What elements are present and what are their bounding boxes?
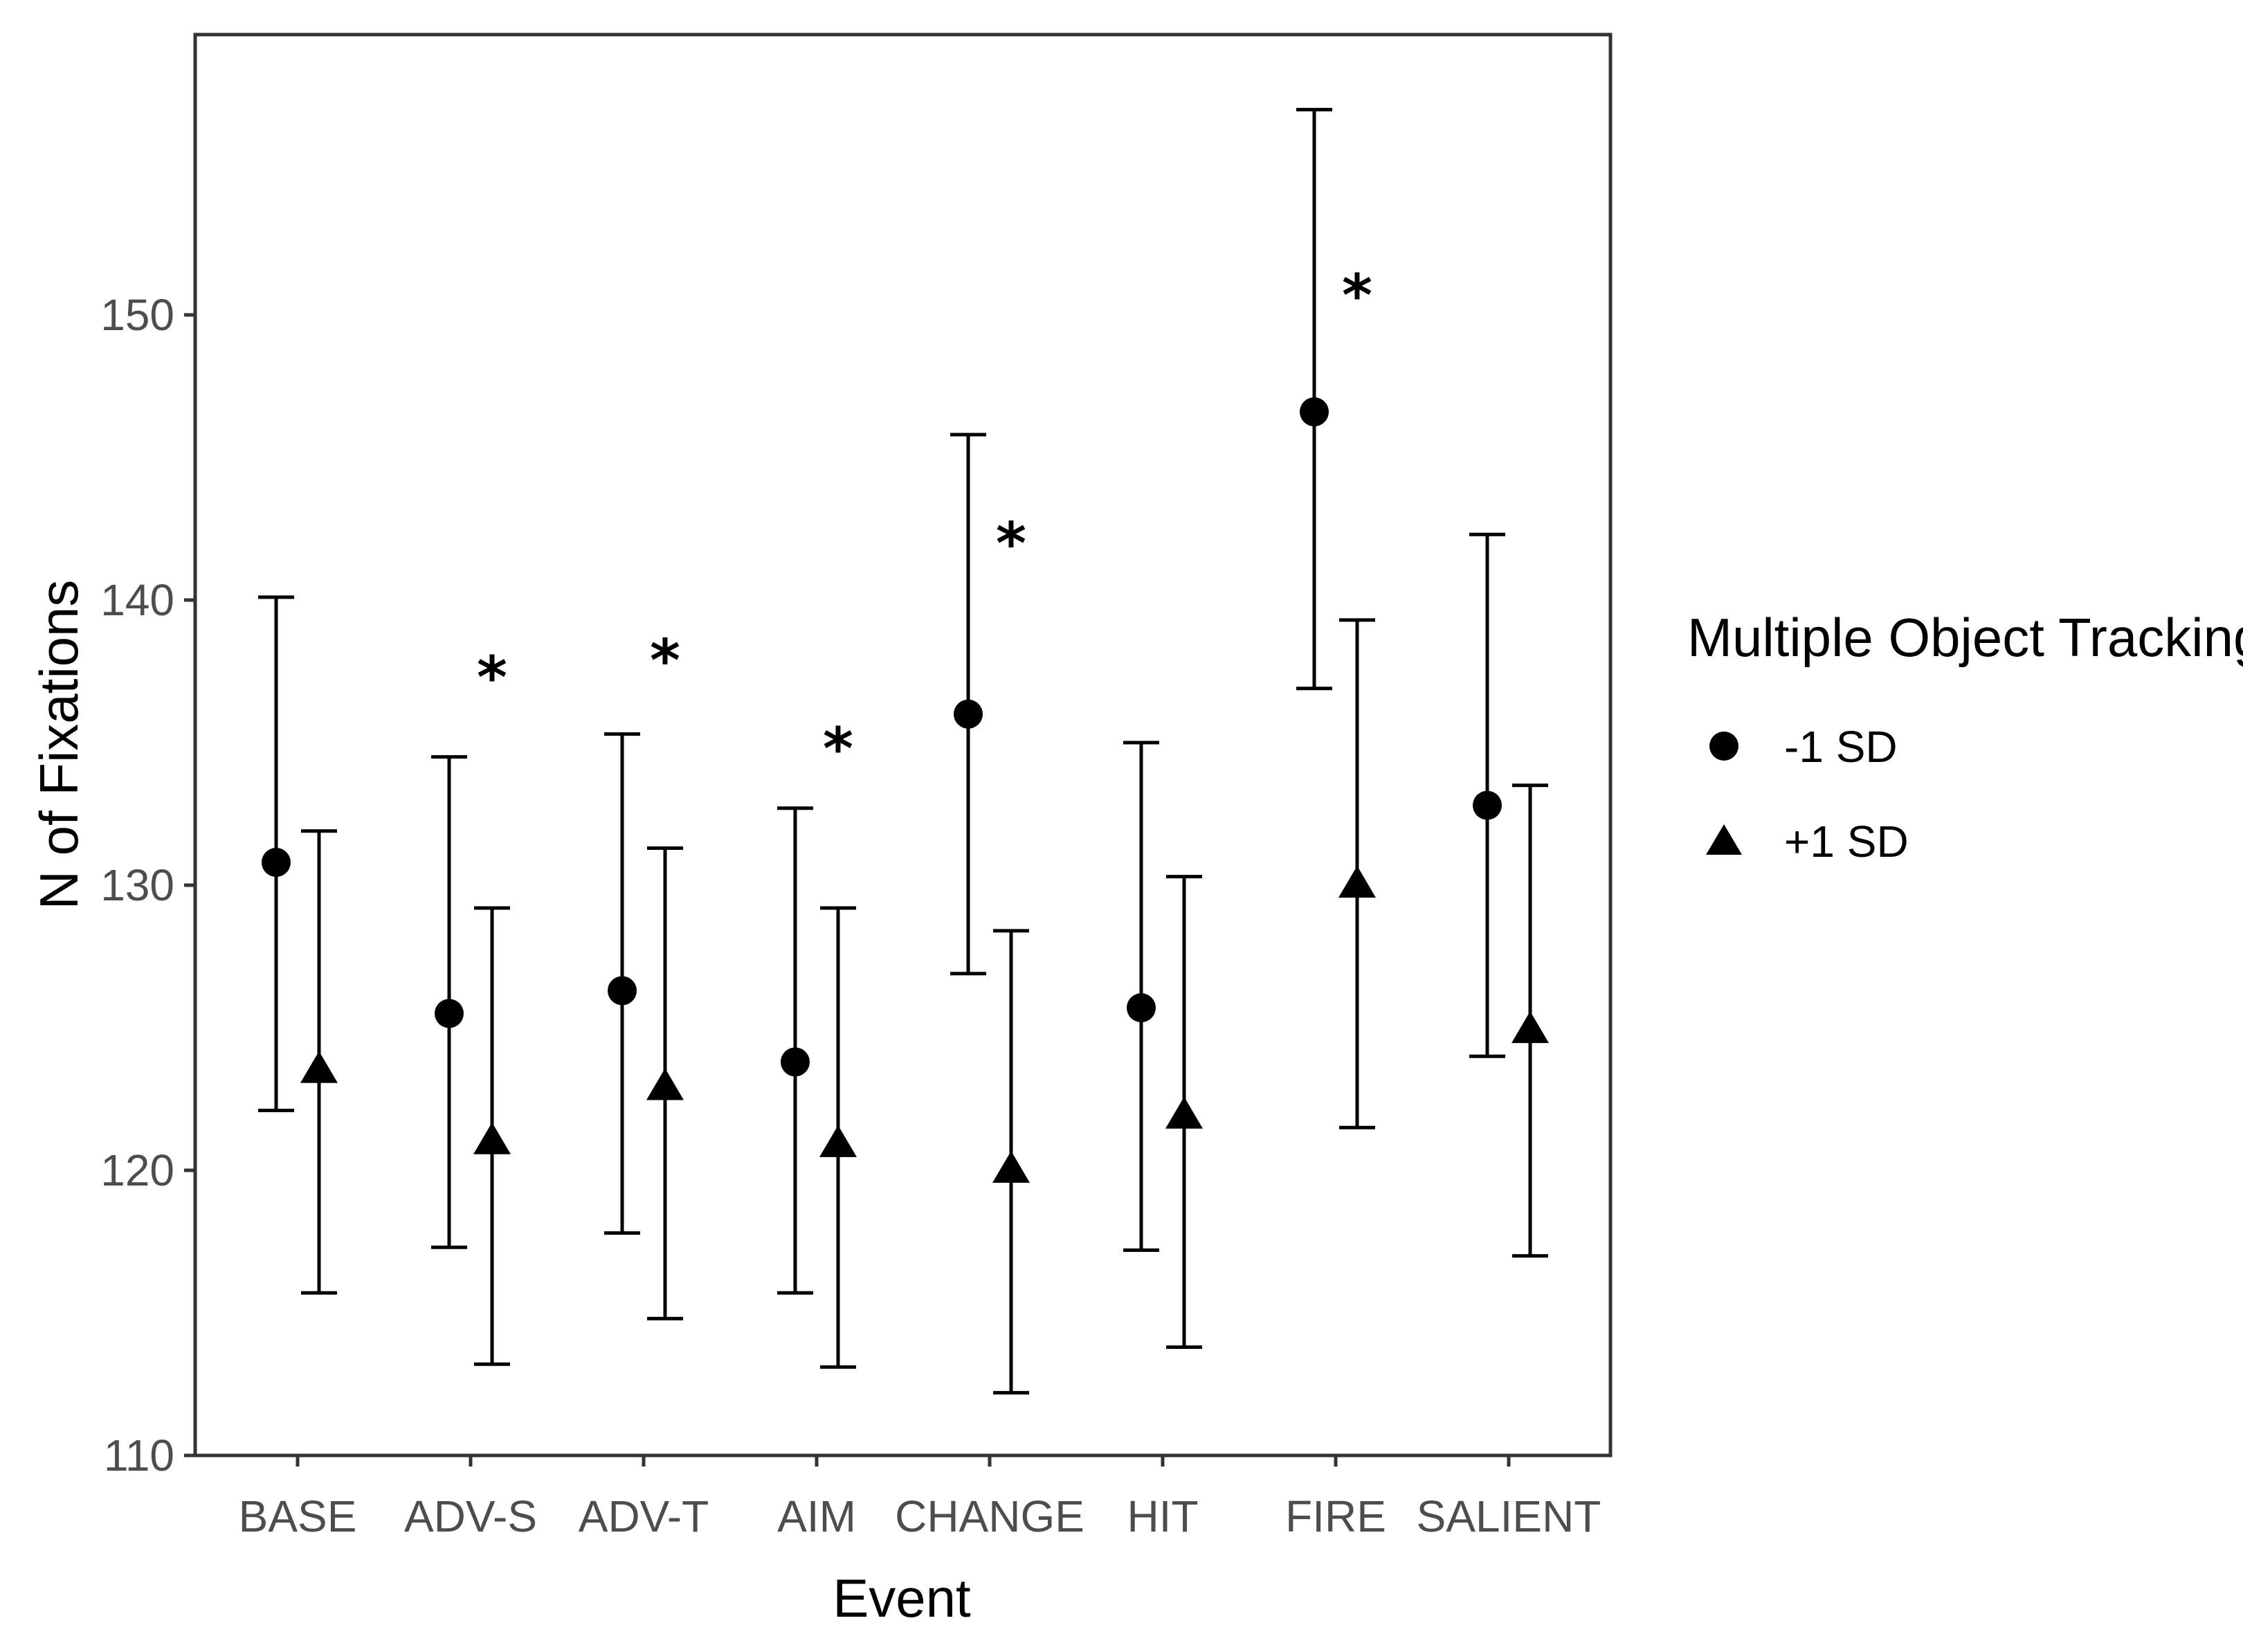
x-tick-label: BASE <box>239 1491 357 1541</box>
significance-asterisk: * <box>823 715 853 783</box>
y-tick-label: 130 <box>100 860 174 910</box>
data-point-circle <box>435 999 464 1028</box>
x-axis-title: Event <box>833 1568 971 1628</box>
data-point-circle <box>1127 993 1156 1023</box>
significance-asterisk: * <box>1342 262 1372 329</box>
x-tick-label: SALIENT <box>1417 1491 1601 1541</box>
x-tick-label: AIM <box>777 1491 856 1541</box>
y-tick-label: 120 <box>100 1145 174 1195</box>
legend-label-minus1sd: -1 SD <box>1784 722 1898 772</box>
y-tick-label: 140 <box>100 575 174 625</box>
y-tick-label: 150 <box>100 290 174 340</box>
legend-circle-icon <box>1709 732 1738 761</box>
data-point-circle <box>262 848 291 878</box>
y-axis: 110 120 130 140 150 <box>100 290 195 1480</box>
data-point-circle <box>1300 397 1329 427</box>
x-tick-label: FIRE <box>1285 1491 1386 1541</box>
significance-asterisk: * <box>996 509 1026 577</box>
significance-asterisk: * <box>477 644 507 711</box>
legend: Multiple Object Tracking -1 SD +1 SD <box>1687 607 2243 866</box>
x-tick-label: ADV-T <box>579 1491 709 1541</box>
plot-panel <box>193 33 1613 1458</box>
legend-label-plus1sd: +1 SD <box>1784 817 1909 866</box>
x-tick-label: CHANGE <box>895 1491 1084 1541</box>
data-point-triangle <box>1511 1011 1549 1044</box>
y-axis-title: N of Fixations <box>28 580 89 910</box>
data-point-circle <box>1473 790 1502 820</box>
x-tick-label: HIT <box>1127 1491 1198 1541</box>
data-point-triangle <box>819 1125 857 1157</box>
legend-title: Multiple Object Tracking <box>1687 607 2243 668</box>
legend-triangle-icon <box>1706 824 1742 855</box>
data-point-circle <box>954 699 983 729</box>
data-point-triangle <box>1338 866 1376 898</box>
data-point-triangle <box>300 1051 338 1083</box>
data-points <box>262 397 1549 1183</box>
x-tick-label: ADV-S <box>404 1491 537 1541</box>
significance-asterisk: * <box>650 626 680 694</box>
data-point-triangle <box>992 1151 1030 1183</box>
significance-marks: * * * * * <box>477 262 1372 783</box>
data-point-triangle <box>473 1122 511 1154</box>
data-point-triangle <box>646 1068 684 1100</box>
y-tick-label: 110 <box>104 1431 174 1480</box>
data-point-triangle <box>1165 1096 1203 1129</box>
data-point-circle <box>608 976 637 1006</box>
data-point-circle <box>781 1047 810 1077</box>
x-axis: BASE ADV-S ADV-T AIM CHANGE HIT FIRE SALIENT <box>239 1455 1601 1541</box>
